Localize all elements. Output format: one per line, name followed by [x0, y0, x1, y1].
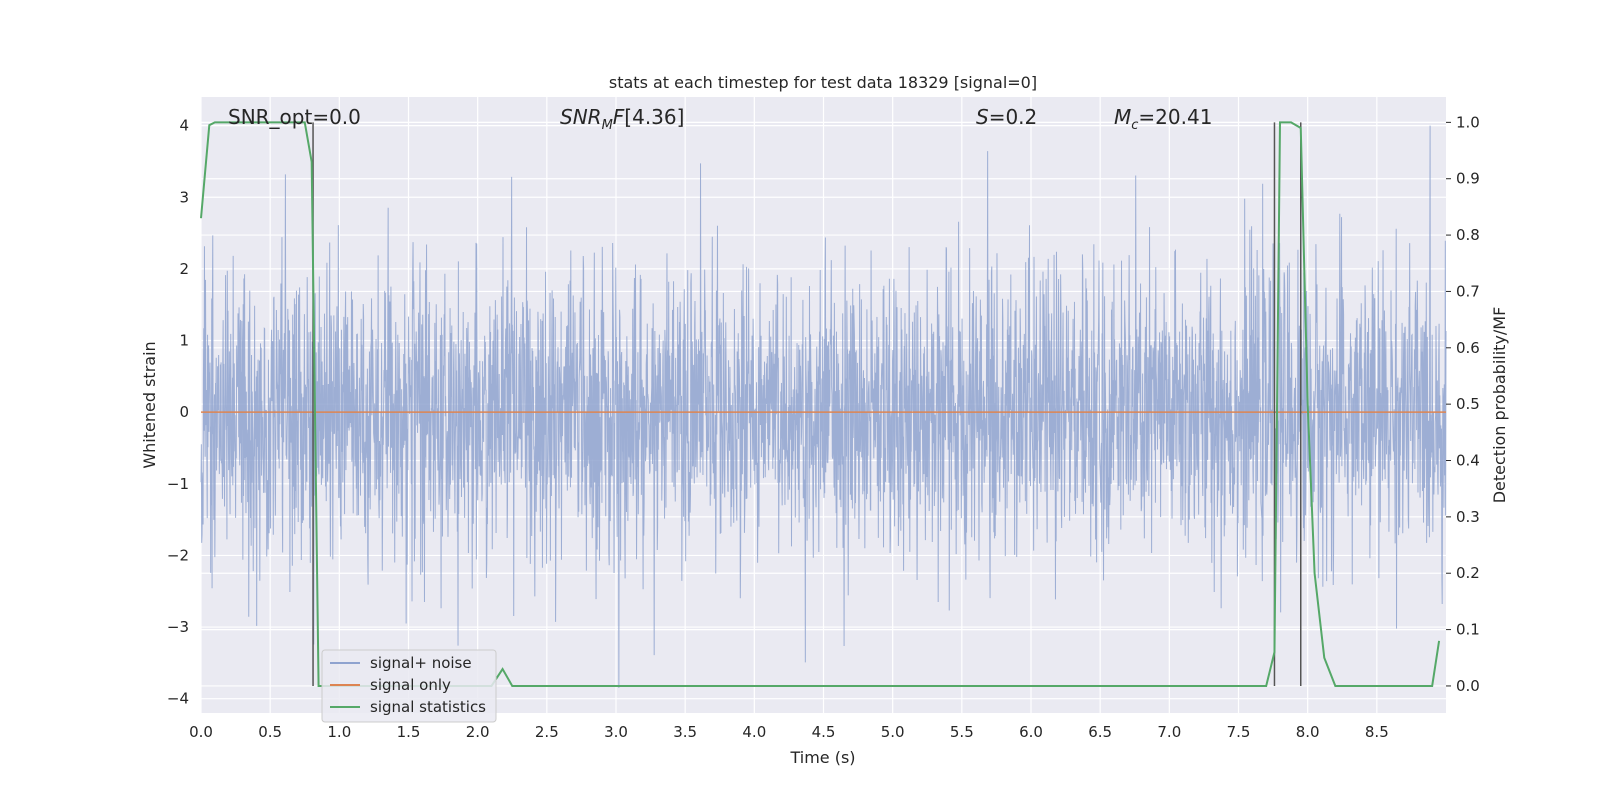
x-tick-label: 6.5	[1088, 723, 1112, 741]
noise-trace	[200, 125, 1447, 688]
x-tick-label: 1.5	[397, 723, 421, 741]
x-axis-ticks: 0.0 0.5 1.0 1.5 2.0 2.5 3.0 3.5 4.0 4.5 5.0 5.5 6.0 6…	[189, 723, 1389, 741]
y-tick-label: 0	[179, 403, 189, 421]
x-tick-label: 2.0	[466, 723, 490, 741]
annotation-snr-opt: SNR_opt=0.0	[228, 105, 361, 129]
y2-axis-label: Detection probability/MF	[1490, 307, 1509, 504]
y2-tick-label: 0.8	[1456, 226, 1480, 244]
x-tick-label: 3.0	[604, 723, 628, 741]
x-tick-label: 4.0	[742, 723, 766, 741]
x-tick-label: 3.5	[673, 723, 697, 741]
x-tick-label: 5.5	[950, 723, 974, 741]
x-tick-label: 5.0	[881, 723, 905, 741]
x-tick-label: 4.5	[812, 723, 836, 741]
series-signal-statistics	[200, 121, 1441, 687]
legend-box	[321, 649, 497, 723]
x-tick-label: 1.0	[327, 723, 351, 741]
y-axis-ticks: 4 3 2 1 0 −1 −2 −3 −4	[167, 117, 189, 708]
annotation-snr-mf: SNRMF[4.36]	[560, 105, 684, 133]
y-tick-label: 2	[179, 260, 189, 278]
legend-label-signal-only: signal only	[370, 676, 451, 694]
annotation-snr-mf-value: [4.36]	[624, 105, 684, 129]
y2-tick-label: 0.4	[1456, 452, 1480, 470]
y2-tick-label: 0.2	[1456, 564, 1480, 582]
x-tick-label: 0.5	[258, 723, 282, 741]
x-tick-label: 7.0	[1157, 723, 1181, 741]
annotation-mc: Mc=20.41	[1114, 105, 1212, 133]
y-axis-label: Whitened strain	[140, 341, 159, 468]
y-tick-label: −4	[167, 690, 189, 708]
annotation-mc-value: =20.41	[1138, 105, 1212, 129]
legend: signal+ noise signal only signal statist…	[321, 649, 497, 723]
y-tick-label: −1	[167, 475, 189, 493]
x-tick-label: 0.0	[189, 723, 213, 741]
y2-tick-label: 0.6	[1456, 339, 1480, 357]
x-tick-label: 2.5	[535, 723, 559, 741]
annotation-s: S=0.2	[976, 105, 1037, 129]
y2-tick-label: 1.0	[1456, 113, 1480, 131]
x-tick-label: 8.0	[1296, 723, 1320, 741]
series-signal-noise	[200, 125, 1447, 688]
y-tick-label: −2	[167, 546, 189, 564]
x-tick-label: 7.5	[1227, 723, 1251, 741]
x-tick-label: 8.5	[1365, 723, 1389, 741]
x-tick-label: 6.0	[1019, 723, 1043, 741]
chart-title: stats at each timestep for test data 183…	[609, 73, 1037, 92]
statistics-curve	[200, 121, 1441, 687]
y2-tick-label: 0.9	[1456, 170, 1480, 188]
y2-axis-ticks: 1.0 0.9 0.8 0.7 0.6 0.5 0.4 0.3 0.2 0.1 0.0	[1446, 113, 1480, 695]
y2-tick-label: 0.0	[1456, 677, 1480, 695]
y-tick-label: 3	[179, 188, 189, 206]
annotation-s-value: =0.2	[989, 105, 1038, 129]
legend-label-statistics: signal statistics	[370, 698, 486, 716]
y-tick-label: 4	[179, 117, 189, 135]
y-tick-label: −3	[167, 618, 189, 636]
y2-tick-label: 0.7	[1456, 282, 1480, 300]
x-axis-label: Time (s)	[789, 748, 855, 767]
y2-tick-label: 0.5	[1456, 395, 1480, 413]
legend-label-noise: signal+ noise	[370, 654, 472, 672]
y2-tick-label: 0.3	[1456, 508, 1480, 526]
y-tick-label: 1	[179, 332, 189, 350]
y2-tick-label: 0.1	[1456, 621, 1480, 639]
